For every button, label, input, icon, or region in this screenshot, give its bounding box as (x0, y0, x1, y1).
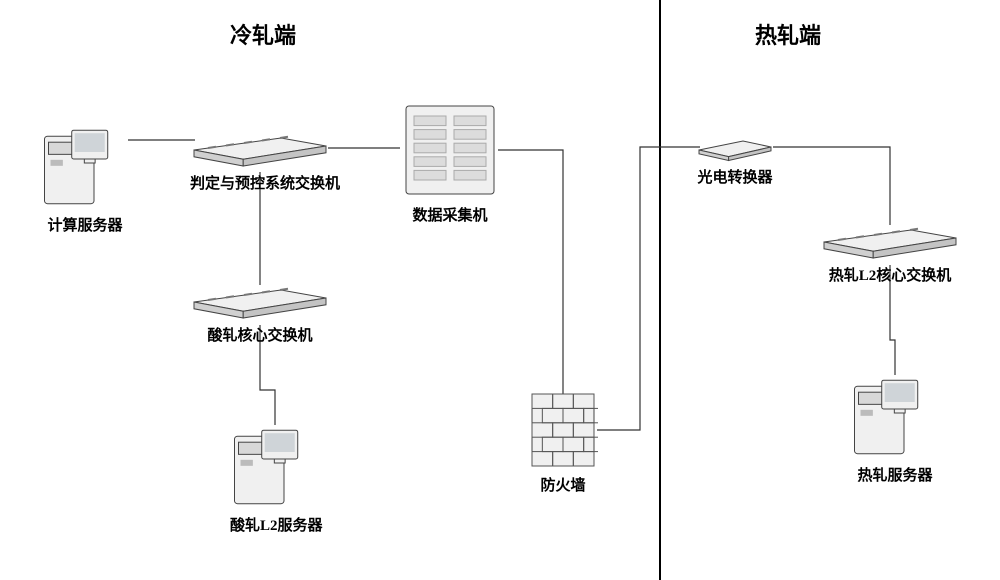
node-compute-server-label: 计算服务器 (40, 214, 130, 235)
node-judge-switch-icon (190, 128, 330, 168)
title-right-text: 热轧端 (755, 23, 821, 48)
title-right: 热轧端 (755, 18, 821, 50)
node-acid-l2-server-icon (230, 420, 320, 510)
node-opto: 光电转换器 (695, 132, 775, 187)
title-left: 冷轧端 (230, 18, 296, 50)
node-judge-switch: 判定与预控系统交换机 (190, 128, 330, 193)
node-firewall-icon (528, 390, 598, 470)
diagram-canvas: 冷轧端 热轧端 计算服务器 判定与预控系统交换机 数据采集机 酸轧核心交换机 酸… (0, 0, 1000, 580)
node-hot-server-icon (850, 370, 940, 460)
node-hot-server: 热轧服务器 (850, 370, 940, 485)
node-opto-label: 光电转换器 (695, 166, 775, 187)
node-compute-server-icon (40, 120, 130, 210)
connections-layer (0, 0, 1000, 580)
node-acid-core-switch-icon (190, 280, 330, 320)
node-acid-l2-server-label: 酸轧L2服务器 (230, 514, 320, 535)
node-firewall: 防火墙 (528, 390, 598, 495)
node-data-collector-icon (400, 100, 500, 200)
node-hot-core-switch-label: 热轧L2核心交换机 (820, 264, 960, 285)
node-hot-core-switch-icon (820, 220, 960, 260)
node-acid-l2-server: 酸轧L2服务器 (230, 420, 320, 535)
node-opto-icon (695, 132, 775, 162)
node-judge-switch-label: 判定与预控系统交换机 (190, 172, 330, 193)
node-hot-server-label: 热轧服务器 (850, 464, 940, 485)
title-left-text: 冷轧端 (230, 23, 296, 48)
node-hot-core-switch: 热轧L2核心交换机 (820, 220, 960, 285)
node-data-collector-label: 数据采集机 (400, 204, 500, 225)
node-compute-server: 计算服务器 (40, 120, 130, 235)
node-acid-core-switch: 酸轧核心交换机 (190, 280, 330, 345)
node-acid-core-switch-label: 酸轧核心交换机 (190, 324, 330, 345)
node-data-collector: 数据采集机 (400, 100, 500, 225)
node-firewall-label: 防火墙 (528, 474, 598, 495)
